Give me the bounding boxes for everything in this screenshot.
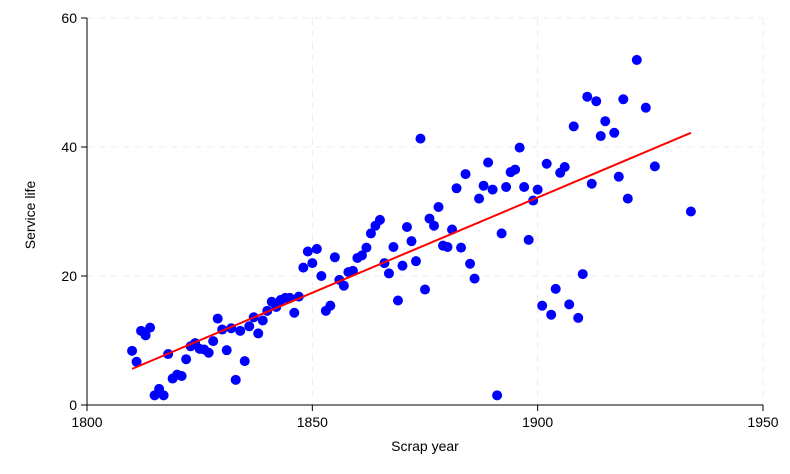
data-point (564, 299, 575, 310)
data-point (640, 102, 651, 113)
data-point (311, 243, 322, 254)
data-point (401, 221, 412, 232)
data-point (600, 116, 611, 127)
data-point (253, 328, 264, 339)
axes (81, 17, 764, 411)
data-point (496, 228, 507, 239)
data-point (221, 345, 232, 356)
y-tick-label: 20 (61, 268, 77, 284)
data-point (582, 91, 593, 102)
data-point (338, 280, 349, 291)
data-point (649, 161, 660, 172)
data-point (442, 241, 453, 252)
data-point (361, 242, 372, 253)
data-point (519, 181, 530, 192)
data-point (622, 193, 633, 204)
data-point (460, 169, 471, 180)
data-point (474, 193, 485, 204)
data-point (316, 271, 327, 281)
data-point (374, 214, 385, 225)
data-point (298, 262, 309, 273)
data-point (244, 321, 255, 332)
x-tick-label: 1800 (71, 414, 102, 430)
data-point (365, 228, 376, 239)
y-tick-label: 60 (61, 10, 77, 26)
data-point (573, 312, 584, 323)
data-point (325, 300, 336, 311)
data-point (483, 157, 494, 168)
x-tick-label: 1900 (522, 414, 553, 430)
data-point (388, 241, 399, 252)
data-point (158, 390, 169, 401)
data-point (546, 309, 557, 320)
data-point (514, 142, 525, 153)
fit-line-group (131, 131, 692, 370)
data-point (586, 178, 597, 189)
data-point (289, 307, 300, 318)
data-point (145, 322, 156, 333)
data-point (127, 345, 138, 356)
data-point (429, 220, 440, 231)
data-point (550, 283, 561, 294)
data-point (537, 300, 548, 311)
data-point (140, 330, 151, 341)
x-axis-title: Scrap year (391, 438, 459, 454)
data-point (492, 390, 503, 401)
data-point (685, 206, 696, 217)
fit-line (131, 131, 692, 370)
data-point (613, 171, 624, 182)
data-point (591, 96, 602, 107)
data-point (532, 184, 543, 195)
data-point (469, 273, 480, 284)
data-point (478, 180, 489, 191)
data-point (257, 315, 268, 326)
data-point (212, 313, 223, 324)
y-tick-label: 40 (61, 139, 77, 155)
data-point (383, 268, 394, 279)
data-point (131, 356, 142, 367)
data-point (501, 181, 512, 192)
tick-labels: 0 20 40 60 1800 1850 1900 1950 (61, 10, 778, 430)
data-point (568, 121, 579, 132)
data-points (127, 54, 696, 401)
data-point (307, 258, 318, 269)
data-point (239, 356, 250, 367)
data-point (618, 94, 629, 105)
data-point (433, 201, 444, 212)
data-point (541, 158, 552, 169)
data-point (420, 284, 430, 295)
data-point (208, 336, 219, 347)
data-point (230, 374, 241, 385)
data-point (487, 184, 498, 195)
data-point (329, 252, 340, 263)
data-point (392, 295, 403, 306)
data-point (356, 250, 367, 261)
data-point (510, 164, 521, 175)
data-point (609, 127, 620, 138)
data-point (523, 234, 534, 245)
data-point (465, 258, 476, 269)
data-point (424, 213, 435, 224)
y-tick-label: 0 (69, 397, 77, 413)
data-point (577, 269, 588, 280)
data-point (235, 325, 246, 336)
y-axis-title: Service life (22, 181, 38, 250)
data-point (595, 131, 606, 142)
data-point (176, 370, 187, 381)
data-point (397, 260, 408, 271)
data-point (559, 161, 570, 172)
data-point (631, 54, 642, 65)
data-point (456, 242, 467, 253)
data-point (451, 183, 462, 194)
data-point (406, 236, 417, 247)
data-point (302, 246, 313, 257)
data-point (415, 133, 426, 144)
data-point (347, 265, 358, 276)
data-point (203, 347, 214, 358)
data-point (181, 354, 192, 365)
x-tick-label: 1950 (747, 414, 778, 430)
x-tick-label: 1850 (297, 414, 328, 430)
data-point (410, 256, 421, 267)
